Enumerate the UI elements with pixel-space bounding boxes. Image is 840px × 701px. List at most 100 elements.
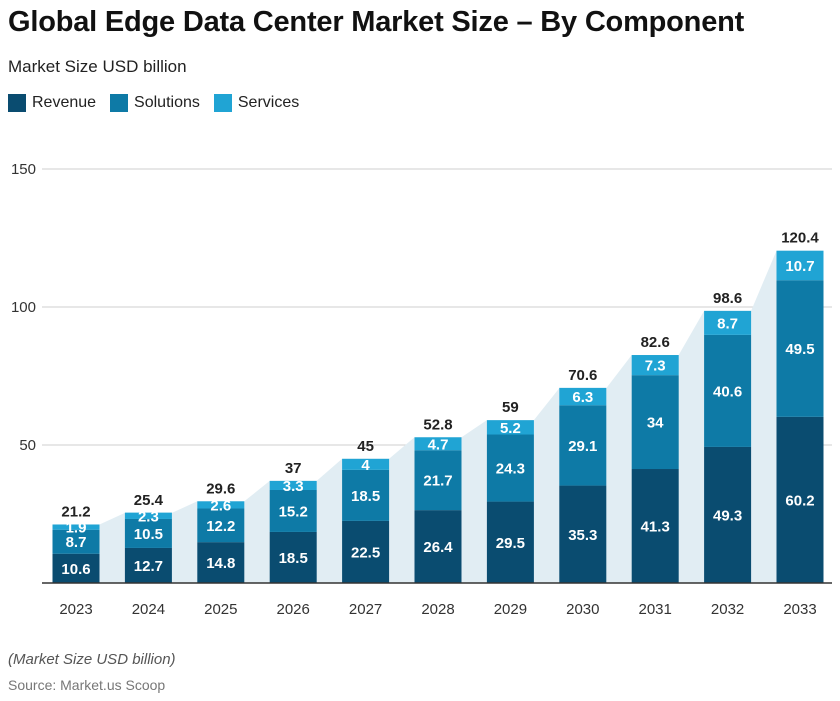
value-label-revenue: 41.3 [641, 519, 670, 536]
bar-solutions [197, 508, 245, 543]
bar-services [124, 512, 172, 519]
legend-item-solutions: Solutions [110, 94, 200, 112]
value-label-revenue: 26.4 [423, 539, 453, 556]
legend-swatch-solutions [110, 94, 129, 112]
bar-revenue [776, 416, 824, 583]
bar-revenue [197, 542, 245, 583]
x-tick-label: 2025 [204, 601, 237, 618]
value-label-services: 7.3 [645, 358, 666, 375]
value-label-revenue: 29.5 [496, 535, 525, 552]
bar-services [776, 250, 824, 281]
value-label-solutions: 8.7 [66, 534, 87, 551]
bar-revenue [486, 501, 534, 583]
chart-title: Global Edge Data Center Market Size – By… [8, 6, 745, 38]
value-label-services: 5.2 [500, 420, 521, 437]
value-label-revenue: 10.6 [61, 561, 90, 578]
bar-revenue [631, 469, 679, 583]
value-label-solutions: 34 [647, 415, 664, 432]
value-label-services: 6.3 [572, 389, 593, 406]
x-tick-label: 2029 [494, 601, 527, 618]
x-tick-label: 2032 [711, 601, 744, 618]
value-label-revenue: 35.3 [568, 527, 597, 544]
y-tick-label: 150 [11, 161, 36, 178]
bar-solutions [559, 405, 607, 486]
footnote: (Market Size USD billion) [8, 651, 176, 668]
x-tick-label: 2030 [566, 601, 599, 618]
value-label-services: 2.3 [138, 508, 159, 525]
value-label-revenue: 22.5 [351, 544, 380, 561]
value-label-services: 3.3 [283, 478, 304, 495]
bar-services [52, 524, 100, 530]
bar-revenue [269, 531, 317, 583]
growth-area [52, 250, 824, 584]
total-label: 82.6 [641, 334, 670, 351]
value-label-services: 10.7 [785, 258, 814, 275]
value-label-revenue: 12.7 [134, 558, 163, 575]
total-label: 37 [285, 460, 302, 477]
total-label: 98.6 [713, 290, 742, 307]
bar-revenue [342, 520, 390, 583]
total-label: 25.4 [134, 492, 164, 509]
value-label-services: 2.6 [210, 497, 231, 514]
bar-services [197, 501, 245, 509]
legend-item-revenue: Revenue [8, 94, 96, 112]
x-tick-label: 2028 [421, 601, 454, 618]
legend-swatch-revenue [8, 94, 26, 112]
value-label-solutions: 40.6 [713, 383, 742, 400]
legend-label-revenue: Revenue [32, 94, 97, 111]
x-tick-label: 2027 [349, 601, 382, 618]
bar-services [486, 420, 534, 435]
x-tick-label: 2033 [783, 601, 816, 618]
value-label-solutions: 21.7 [423, 473, 452, 490]
x-tick-label: 2026 [277, 601, 310, 618]
total-label: 21.2 [61, 503, 90, 520]
total-label: 52.8 [423, 416, 452, 433]
y-tick-label: 100 [11, 299, 36, 316]
value-label-solutions: 10.5 [134, 526, 163, 543]
bar-solutions [486, 434, 534, 502]
bar-solutions [52, 529, 100, 554]
x-tick-label: 2024 [132, 601, 165, 618]
source-text: Source: Market.us Scoop [8, 677, 166, 693]
bar-services [269, 480, 317, 490]
value-label-services: 4 [361, 457, 370, 474]
bar-solutions [342, 469, 390, 521]
bar-solutions [414, 450, 462, 511]
legend-item-services: Services [213, 94, 299, 112]
value-label-solutions: 18.5 [351, 488, 380, 505]
bar-services [559, 387, 607, 406]
value-label-revenue: 18.5 [279, 550, 308, 567]
value-label-solutions: 29.1 [568, 438, 597, 455]
chart-subtitle: Market Size USD billion [8, 57, 187, 76]
bar-services [414, 437, 462, 451]
bar-solutions [776, 280, 824, 417]
legend-swatch-services [213, 94, 232, 112]
value-label-solutions: 24.3 [496, 461, 525, 478]
total-label: 29.6 [206, 480, 235, 497]
value-label-revenue: 14.8 [206, 555, 235, 572]
value-label-services: 4.7 [428, 436, 449, 453]
bar-revenue [704, 446, 752, 583]
value-label-solutions: 49.5 [785, 341, 814, 358]
bar-solutions [124, 518, 172, 548]
legend: Revenue Solutions Services [8, 94, 299, 112]
bar-revenue [124, 547, 172, 583]
value-label-services: 1.9 [66, 520, 87, 537]
value-label-solutions: 15.2 [279, 503, 308, 520]
bar-solutions [269, 489, 317, 532]
x-tick-label: 2031 [639, 601, 672, 618]
value-label-revenue: 60.2 [785, 492, 814, 509]
y-tick-label: 50 [19, 437, 36, 454]
x-tick-label: 2023 [59, 601, 92, 618]
value-label-services: 8.7 [717, 315, 738, 332]
value-label-solutions: 12.2 [206, 518, 235, 535]
bar-revenue [559, 485, 607, 583]
bar-services [342, 458, 390, 470]
bar-services [704, 310, 752, 335]
bar-services [631, 355, 679, 376]
legend-label-solutions: Solutions [134, 94, 200, 111]
bar-revenue [52, 553, 100, 583]
bar-solutions [631, 375, 679, 470]
value-label-revenue: 49.3 [713, 507, 742, 524]
